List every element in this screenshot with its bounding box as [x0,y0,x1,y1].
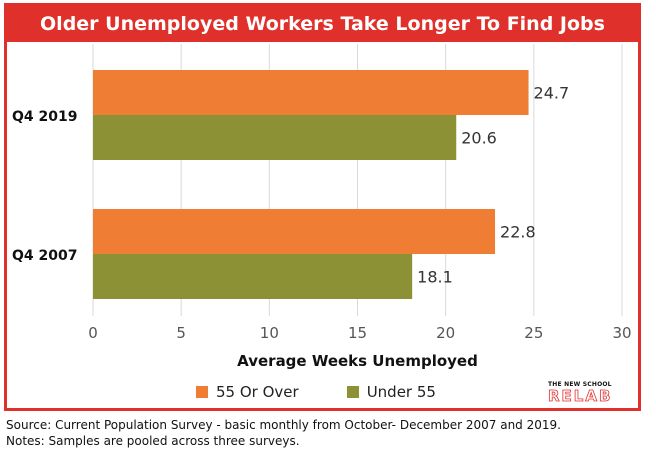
data-label-q4-2019-55-or-over: 24.7 [534,84,570,103]
x-tick-label-25: 25 [524,324,543,342]
source-text: Source: Current Population Survey - basi… [6,418,561,432]
bar-q4-2019-55-or-over [93,70,529,115]
x-tick-label-0: 0 [88,324,98,342]
category-label-q4-2007: Q4 2007 [12,248,77,264]
legend-item-55-or-over: 55 Or Over [196,383,299,401]
notes-text: Notes: Samples are pooled across three s… [6,434,300,448]
category-label-q4-2019: Q4 2019 [12,109,77,125]
legend-swatch-55-or-over [196,386,208,398]
bar-q4-2007-under-55 [93,254,413,299]
data-label-q4-2019-under-55: 20.6 [461,129,497,148]
legend-item-under-55: Under 55 [346,383,436,401]
legend-label-under-55: Under 55 [366,383,436,401]
legend: 55 Or Over Under 55 [196,383,484,401]
legend-label-55-or-over: 55 Or Over [216,383,299,401]
relab-logo: THE NEW SCHOOL RELAB [548,381,628,407]
bar-q4-2019-under-55 [93,115,457,160]
x-tick-label-15: 15 [348,324,367,342]
chart-frame: Older Unemployed Workers Take Longer To … [4,3,641,411]
x-tick-label-5: 5 [176,324,186,342]
legend-swatch-under-55 [346,386,359,398]
logo-top-text: THE NEW SCHOOL [548,381,612,388]
logo-main-text: RELAB [548,387,613,405]
bar-q4-2007-55-or-over [93,209,496,254]
x-axis-label: Average Weeks Unemployed [237,352,478,370]
chart-title: Older Unemployed Workers Take Longer To … [7,6,638,42]
x-tick-label-10: 10 [260,324,279,342]
source-notes: Source: Current Population Survey - basi… [6,417,561,449]
x-tick-label-30: 30 [612,324,631,342]
data-label-q4-2007-55-or-over: 22.8 [500,223,536,242]
data-label-q4-2007-under-55: 18.1 [417,268,453,287]
x-tick-label-20: 20 [436,324,455,342]
